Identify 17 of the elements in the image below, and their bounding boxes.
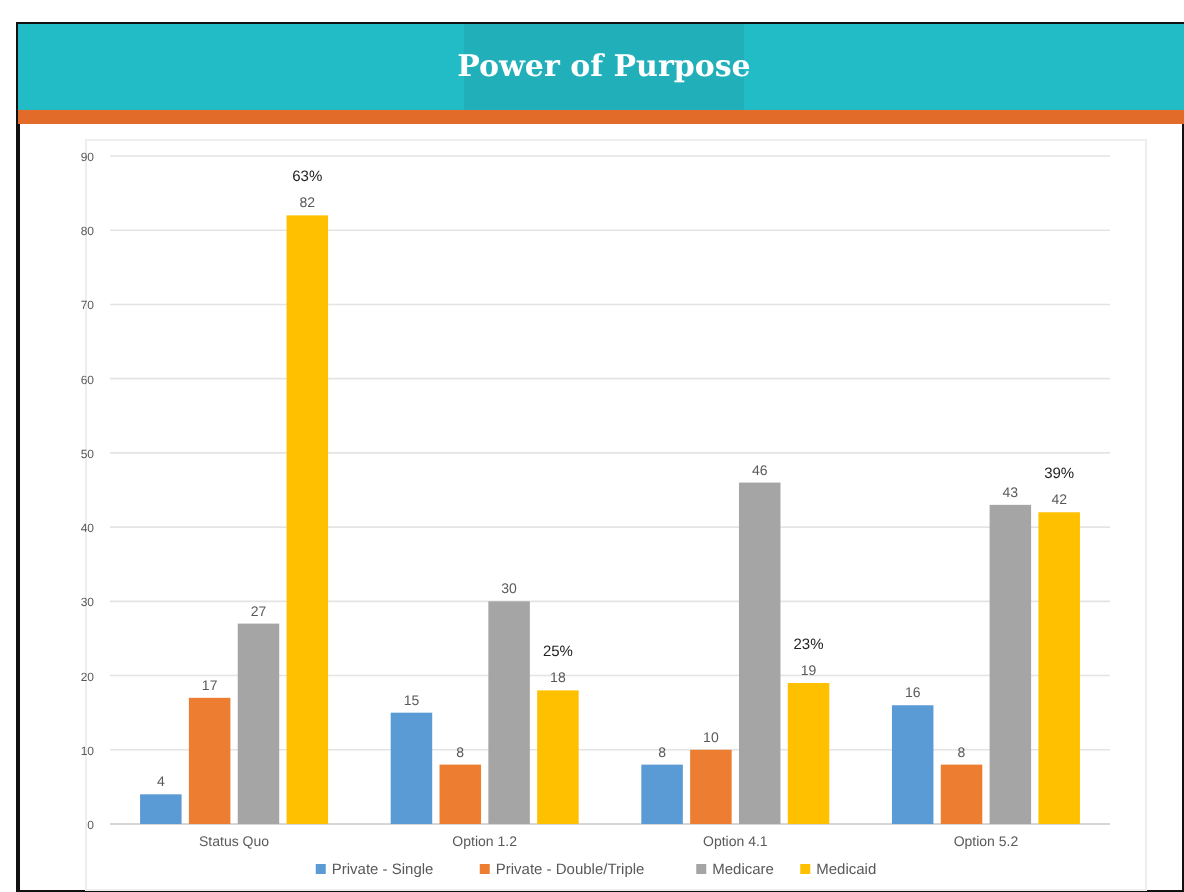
bar (1038, 512, 1080, 824)
bar (439, 764, 482, 824)
bar (188, 697, 231, 824)
bar (390, 712, 433, 824)
bar (989, 504, 1032, 824)
bar (140, 794, 182, 824)
chart-title: Power of Purpose (457, 48, 751, 84)
bar (787, 682, 830, 824)
bar (940, 764, 983, 824)
bar (641, 764, 683, 824)
bar (690, 749, 732, 824)
bar (488, 601, 530, 824)
bar (286, 215, 329, 824)
bar (237, 623, 280, 824)
bar (738, 482, 781, 824)
bar (891, 705, 934, 824)
bar (537, 690, 579, 824)
